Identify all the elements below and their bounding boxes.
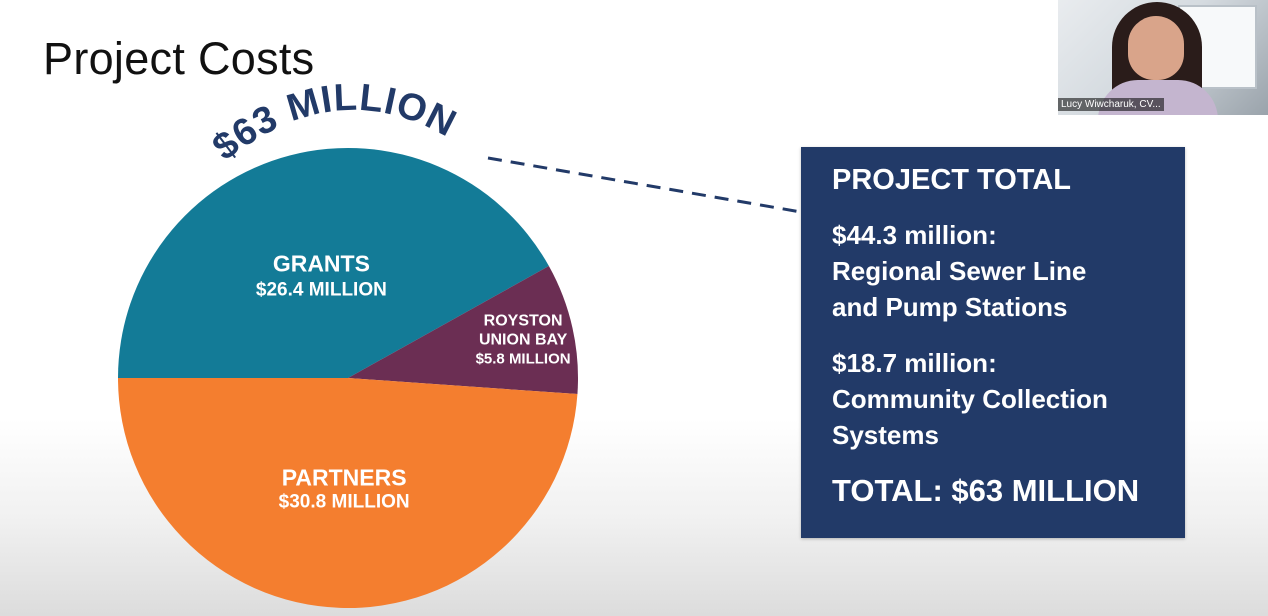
cost-item-collection-line-2: Systems [832,420,939,450]
pie-label-name-0-0: GRANTS [273,251,370,277]
cost-item-collection-amount: $18.7 million: [832,348,997,378]
pie-slice-partners [118,378,578,609]
cost-item-collection: $18.7 million: Community Collection Syst… [832,345,1165,453]
project-total-heading: PROJECT TOTAL [832,164,1071,196]
pie-label-name-1-0: ROYSTON [484,313,563,330]
pie-label-name-2-0: PARTNERS [282,464,407,490]
cost-item-sewer-line-2: and Pump Stations [832,292,1068,322]
webcam-person-face [1128,16,1184,80]
pie-slice-grants [118,147,549,378]
cost-item-collection-line-1: Community Collection [832,384,1108,414]
grand-total: TOTAL: $63 MILLION [832,473,1140,508]
webcam-thumbnail[interactable]: Lucy Wiwcharuk, CV... [1058,0,1268,115]
cost-item-sewer-line-1: Regional Sewer Line [832,256,1087,286]
webcam-name-tag: Lucy Wiwcharuk, CV... [1058,98,1164,111]
pie-slice-royston-union-bay [348,265,579,395]
pie-label-value-2-1: $30.8 MILLION [279,491,410,512]
slide-title: Project Costs [43,33,315,84]
pie-slices [118,147,579,609]
cost-item-sewer: $44.3 million: Regional Sewer Line and P… [832,217,1165,325]
pie-label-name-1-1: UNION BAY [479,332,568,349]
project-total-panel: PROJECT TOTAL $44.3 million: Regional Se… [801,147,1185,538]
pie-label-value-1-2: $5.8 MILLION [476,351,571,368]
pie-label-value-0-1: $26.4 MILLION [256,280,387,301]
cost-item-sewer-amount: $44.3 million: [832,220,997,250]
pie-labels: GRANTS $26.4 MILLION ROYSTON UNION BAY $5.8 … [256,251,571,513]
leader-line [487,156,802,214]
